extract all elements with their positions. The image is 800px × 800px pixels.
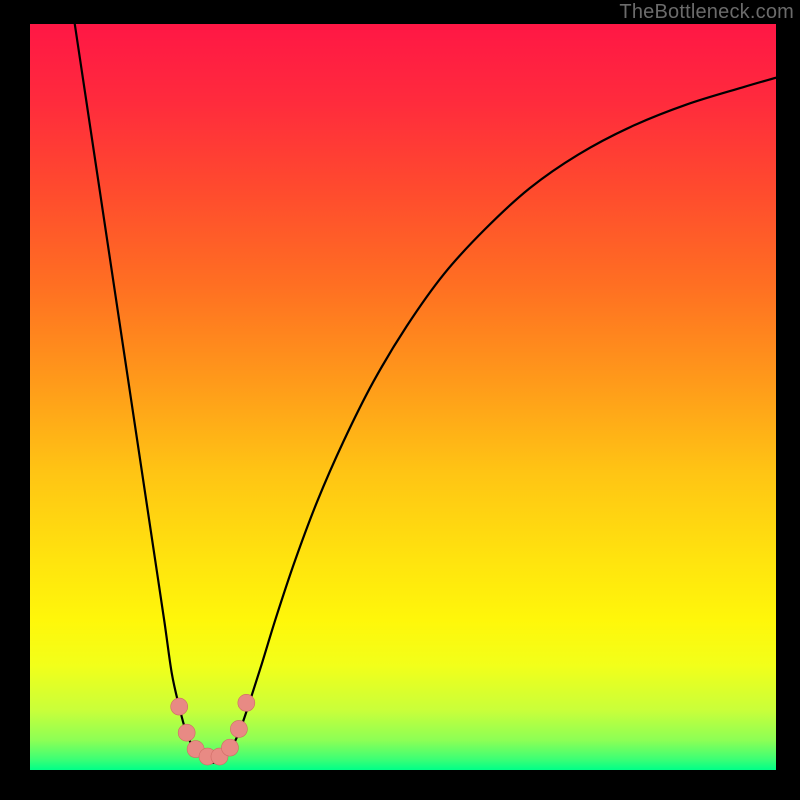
- gradient-background: [30, 24, 776, 770]
- chart-frame: [0, 0, 800, 800]
- watermark: TheBottleneck.com: [619, 1, 794, 24]
- plot-area: [30, 24, 776, 770]
